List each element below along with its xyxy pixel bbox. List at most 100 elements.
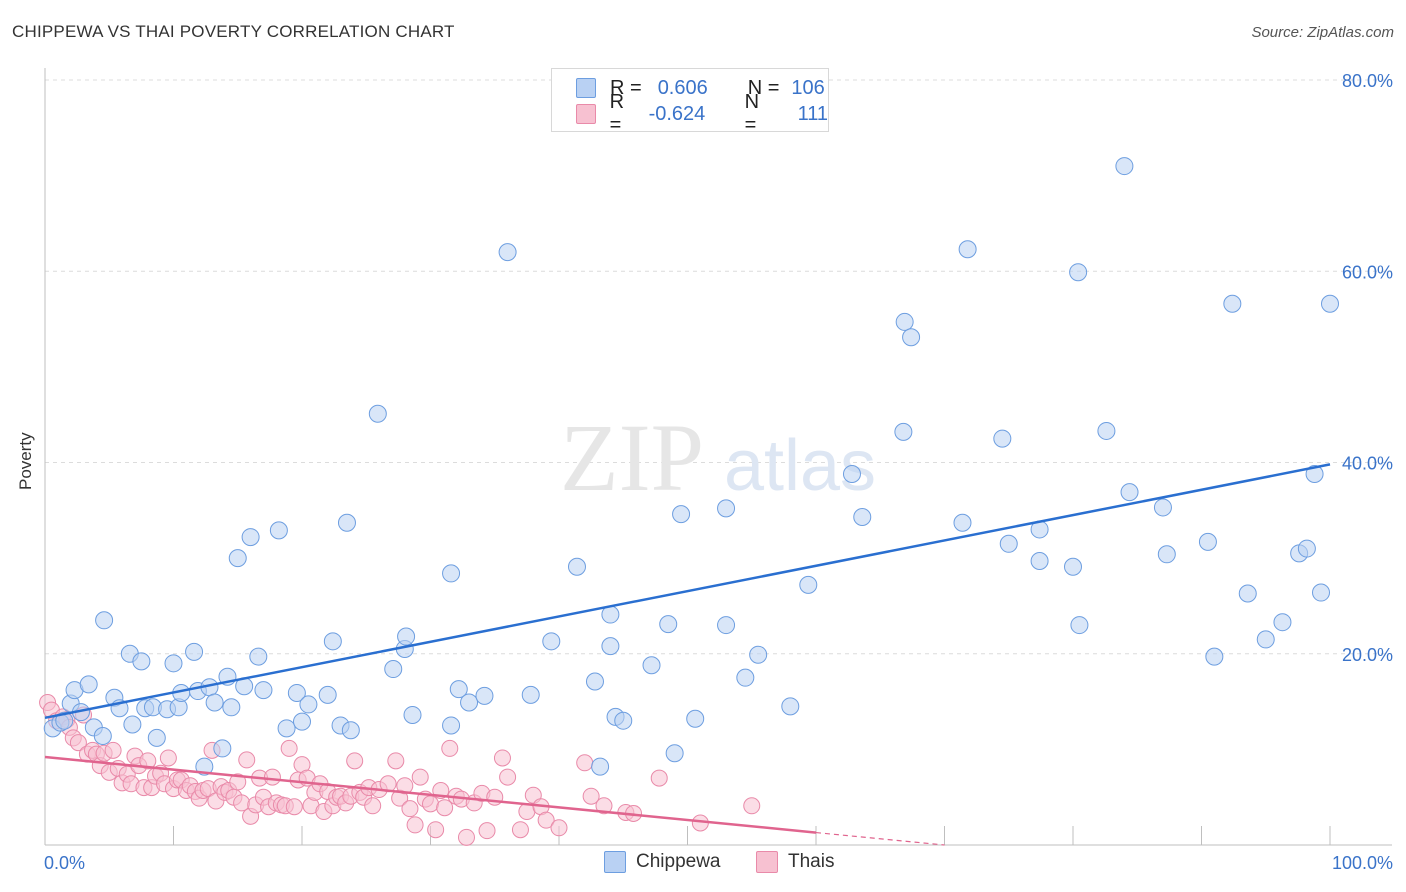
chippewa-point [318, 685, 337, 704]
chippewa-point [269, 521, 288, 540]
y-tick-label: 40.0% [1342, 454, 1393, 474]
chippewa-point [1198, 532, 1217, 551]
legend-r-label: R = [609, 91, 625, 136]
chippewa-point [1273, 613, 1292, 632]
chippewa-point [585, 672, 604, 691]
chippewa-point [1256, 630, 1275, 649]
legend-swatch-chippewa [576, 78, 596, 98]
chippewa-point [299, 695, 318, 714]
chippewa-point [213, 739, 232, 758]
chippewa-point [1312, 583, 1331, 602]
x-tick-label: 100.0% [1332, 853, 1393, 873]
chippewa-point [205, 693, 224, 712]
chippewa-point [717, 499, 736, 518]
chippewa-point [95, 611, 114, 630]
chippewa-point [1153, 498, 1172, 517]
chippewa-point [686, 709, 705, 728]
chippewa-series [43, 157, 1339, 776]
chippewa-point [1064, 557, 1082, 576]
thai-trend-extension [815, 831, 945, 846]
chippewa-point [672, 505, 691, 524]
x-tick-label: 0.0% [44, 853, 85, 873]
chippewa-point [147, 728, 166, 747]
chippewa-point [542, 632, 561, 651]
legend-n-label: N = [747, 76, 780, 99]
chippewa-point [222, 698, 241, 717]
legend-item-thais[interactable]: Thais [756, 851, 834, 873]
chippewa-point [591, 757, 610, 776]
chippewa-trend-line [44, 463, 1331, 720]
chippewa-point [601, 637, 620, 656]
thai-point [427, 821, 445, 839]
legend-r-value: -0.624 [648, 102, 706, 125]
legend-swatch-thais [756, 851, 778, 873]
y-tick-label: 60.0% [1342, 262, 1393, 282]
chippewa-point [642, 656, 661, 675]
chippewa-point [228, 549, 247, 568]
chippewa-point [1297, 539, 1316, 558]
chippewa-point [79, 675, 98, 694]
chippewa-point [736, 668, 755, 687]
thai-point [285, 798, 303, 816]
tick-labels: 20.0% 40.0% 60.0% 80.0% 0.0% 100.0% [44, 71, 1393, 873]
chippewa-point [853, 508, 872, 527]
chippewa-point [384, 660, 403, 679]
chippewa-point [1070, 616, 1089, 635]
chippewa-point [132, 652, 151, 671]
thai-point [387, 752, 405, 770]
legend-swatch-thais [576, 104, 596, 124]
chippewa-point [1305, 464, 1324, 483]
thai-point [422, 795, 439, 813]
thai-trend-line [44, 755, 817, 834]
thai-point [406, 816, 424, 834]
legend-n-label: N = [744, 91, 760, 136]
chippewa-point [1115, 157, 1134, 176]
chippewa-point [842, 464, 861, 483]
chippewa-point [521, 685, 540, 704]
thai-point [582, 787, 600, 805]
chippewa-point [1157, 545, 1176, 564]
chippewa-point [123, 715, 142, 734]
thai-point [69, 734, 87, 752]
thai-point [595, 797, 613, 815]
thai-point [364, 797, 382, 815]
thai-point [457, 828, 475, 846]
chippewa-point [958, 240, 977, 259]
y-tick-label: 80.0% [1342, 71, 1393, 91]
chippewa-point [1223, 294, 1242, 313]
chippewa-point [498, 243, 517, 262]
chippewa-point [93, 726, 112, 745]
thai-point [396, 777, 414, 795]
chippewa-point [1205, 647, 1224, 666]
thai-point [743, 797, 761, 815]
chippewa-point [1069, 263, 1088, 282]
chippewa-point [567, 557, 586, 576]
watermark-zip: ZIP [560, 404, 704, 511]
thai-point [493, 749, 511, 767]
chippewa-point [1097, 421, 1116, 440]
thai-point [280, 739, 298, 757]
thai-point [478, 822, 496, 840]
chippewa-point [341, 721, 360, 740]
chippewa-point [337, 513, 356, 532]
thai-point [229, 773, 247, 791]
legend-n-value: 111 [797, 102, 828, 125]
chippewa-point [475, 686, 494, 705]
chippewa-point [993, 429, 1012, 448]
thai-point [139, 752, 157, 770]
legend-label-thais: Thais [788, 851, 835, 872]
chippewa-point [368, 404, 387, 423]
chippewa-point [442, 716, 461, 735]
chippewa-point [749, 645, 768, 664]
source-label: Source: ZipAtlas.com [1251, 24, 1394, 41]
thai-point [576, 754, 594, 772]
chippewa-point [293, 712, 311, 731]
thai-point [499, 768, 517, 786]
chippewa-point [1030, 551, 1049, 570]
thai-point [436, 799, 454, 817]
chippewa-point [449, 680, 468, 699]
chippewa-point [895, 312, 914, 331]
legend-item-chippewa[interactable]: Chippewa [604, 851, 721, 873]
chippewa-point [241, 528, 260, 547]
chippewa-point [277, 719, 296, 738]
